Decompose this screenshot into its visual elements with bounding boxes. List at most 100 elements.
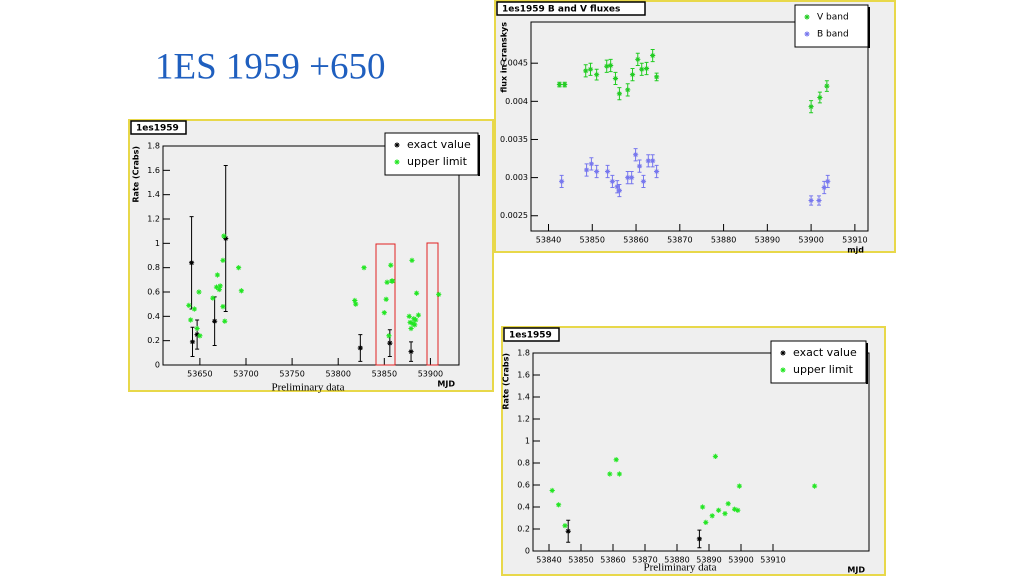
y-tick-label: 0.0035 [500, 135, 528, 144]
point [562, 523, 568, 529]
point [197, 333, 203, 339]
point [384, 279, 390, 285]
point [353, 301, 359, 307]
point [629, 72, 636, 78]
plot-frame [530, 21, 869, 232]
point [189, 339, 196, 345]
legend-marker [804, 14, 810, 20]
y-tick-label: 1.2 [147, 215, 160, 224]
y-tick-label: 1.6 [147, 166, 160, 175]
point [236, 265, 242, 271]
y-tick-label: 0.0045 [500, 59, 528, 68]
point [381, 310, 387, 316]
slide-title: 1ES 1959 +650 [155, 46, 386, 87]
point [808, 104, 814, 110]
y-tick-label: 0.2 [517, 525, 530, 534]
legend-marker [394, 142, 400, 148]
x-tick-label: 53860 [623, 236, 648, 245]
point [614, 184, 620, 190]
x-tick-label: 53900 [418, 370, 443, 379]
point [436, 291, 442, 298]
point [812, 483, 818, 489]
x-tick-label: 53650 [187, 370, 212, 379]
point [616, 187, 623, 194]
point [216, 286, 222, 293]
point [188, 260, 195, 266]
point [583, 167, 590, 173]
point [559, 178, 565, 185]
point [604, 63, 610, 69]
point [635, 56, 641, 62]
plot-frame [532, 352, 870, 552]
point [412, 322, 418, 328]
title-box [503, 327, 560, 342]
x-axis-label: MJD [847, 566, 865, 575]
x-tick-label: 53870 [667, 236, 692, 245]
point [383, 296, 389, 302]
point [712, 453, 718, 459]
point [409, 257, 415, 263]
y-tick-label: 0.4 [517, 503, 530, 512]
legend-marker [804, 31, 810, 37]
note: Preliminary data [271, 382, 344, 394]
point [696, 536, 702, 542]
x-tick-label: 53900 [798, 236, 823, 245]
point [413, 317, 419, 323]
point [609, 178, 616, 185]
x-tick-label: 53870 [632, 556, 657, 565]
point [639, 66, 645, 72]
point [616, 91, 623, 97]
y-tick-label: 0.8 [147, 263, 160, 272]
point [816, 197, 822, 204]
plot-frame [162, 145, 460, 366]
point [616, 471, 622, 477]
point [388, 262, 394, 268]
x-tick-label: 53700 [233, 370, 258, 379]
point [625, 175, 631, 181]
y-tick-label: 0 [155, 361, 160, 370]
point [629, 175, 635, 181]
point [824, 83, 830, 89]
point [357, 345, 363, 351]
y-tick-label: 0.6 [147, 288, 160, 297]
point [587, 66, 594, 72]
x-axis-label: MJD [437, 380, 455, 389]
y-tick-label: 0.6 [517, 481, 530, 490]
legend-marker [394, 159, 400, 165]
point [415, 312, 422, 318]
chart-title: 1es1959 [509, 331, 552, 341]
x-tick-label: 53910 [760, 556, 785, 565]
point [594, 72, 600, 78]
point [650, 52, 656, 59]
point [817, 94, 823, 101]
title-box [130, 120, 187, 135]
point [213, 284, 220, 290]
x-axis-label: mjd [847, 246, 864, 255]
point [594, 168, 600, 175]
point [808, 197, 814, 204]
point [607, 471, 613, 477]
y-tick-label: 0.8 [517, 459, 530, 468]
y-tick-label: 1.4 [517, 393, 530, 402]
legend-box [770, 340, 867, 384]
x-tick-label: 53900 [728, 556, 753, 565]
point [604, 168, 611, 175]
y-tick-label: 0.0025 [500, 211, 528, 220]
x-tick-label: 53840 [536, 556, 561, 565]
point [612, 75, 619, 82]
point [222, 318, 228, 324]
highlight-box [375, 243, 396, 366]
point [217, 283, 223, 289]
y-tick-label: 1.8 [147, 142, 160, 151]
legend-label: exact value [407, 138, 471, 151]
point [407, 319, 413, 326]
point [214, 272, 221, 278]
point [408, 349, 414, 355]
legend-label: upper limit [793, 363, 854, 376]
point [636, 163, 643, 169]
point [413, 290, 420, 296]
point [387, 340, 393, 346]
y-tick-label: 0 [525, 547, 530, 556]
x-tick-label: 53880 [664, 556, 689, 565]
point [643, 65, 650, 72]
